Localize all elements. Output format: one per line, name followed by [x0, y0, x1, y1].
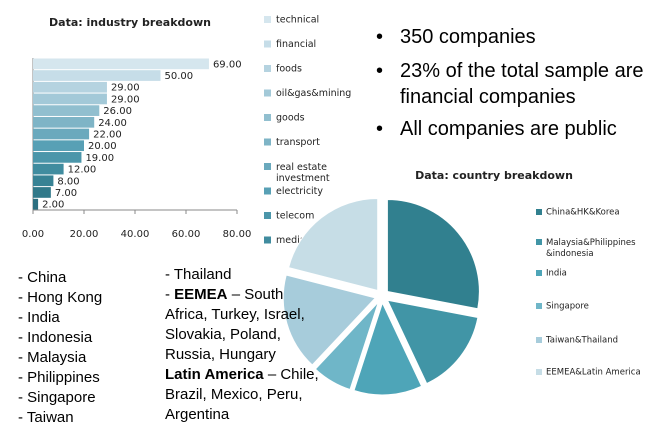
region-list: - Thailand - EEMEA – South Africa, Turkey…: [165, 265, 320, 425]
bullet: 23% of the total sample are financial co…: [372, 58, 654, 110]
bar: [33, 58, 209, 70]
legend-label: EEMEA&Latin America: [546, 368, 641, 378]
legend-swatch: [264, 16, 271, 23]
legend-swatch: [536, 337, 542, 343]
legend-label: electricity: [276, 186, 323, 197]
bar: [33, 128, 90, 140]
legend-label: media: [276, 235, 306, 246]
bar: [33, 116, 95, 128]
legend-label: India: [546, 269, 567, 279]
region: - India: [18, 309, 60, 326]
legend-label: financial: [276, 39, 316, 50]
value-label: 20.00: [88, 141, 117, 152]
value-label: 69.00: [213, 59, 242, 70]
legend-label: goods: [276, 113, 305, 124]
legend-label: real estate investment: [276, 162, 330, 184]
region: - EEMEA – South Africa, Turkey, Israel, …: [165, 285, 320, 365]
legend-swatch: [264, 138, 271, 146]
legend-swatch: [536, 369, 542, 375]
value-label: 2.00: [42, 200, 64, 211]
x-tick-label: 20.00: [70, 229, 99, 240]
value-label: 50.00: [165, 71, 194, 82]
pie-slice: [386, 199, 480, 310]
legend-swatch: [264, 212, 271, 219]
region-list: - China - Hong Kong - India - Indonesia - Ma…: [18, 268, 158, 428]
legend-swatch: [264, 163, 271, 170]
bar: [33, 105, 100, 116]
legend-label: Singapore: [546, 302, 589, 312]
region: - Hong Kong: [18, 289, 103, 306]
x-tick-label: 0.00: [22, 229, 44, 240]
legend-label: China&HK&Korea: [546, 208, 620, 218]
legend-label: Malaysia&Philippines &indonesia: [546, 238, 636, 259]
region-text: - Thailand: [165, 266, 232, 283]
pie-slice: [353, 301, 423, 396]
legend-swatch: [536, 239, 542, 245]
bar: [33, 163, 64, 175]
legend-swatch: [536, 303, 542, 309]
region: - Thailand: [165, 265, 320, 285]
bullet: All companies are public: [372, 116, 654, 142]
x-tick-label: 80.00: [223, 229, 252, 240]
region: - Taiwan: [18, 409, 74, 426]
value-label: 7.00: [55, 188, 77, 199]
legend-swatch: [536, 209, 542, 215]
bar: [33, 187, 51, 198]
legend-swatch: [264, 114, 271, 121]
legend-label: foods: [276, 64, 302, 75]
region-bold: EEMEA: [174, 286, 228, 303]
x-tick-label: 40.00: [121, 229, 150, 240]
legend-swatch: [264, 236, 271, 244]
value-label: 24.00: [98, 118, 127, 129]
bar: [33, 81, 107, 93]
legend-label: technical: [276, 15, 319, 26]
region: Latin America – Chile, Brazil, Mexico, P…: [165, 365, 320, 425]
legend-label: telecom: [276, 211, 314, 222]
value-label: 29.00: [111, 94, 140, 105]
region: - Philippines: [18, 369, 100, 386]
bar: [33, 93, 107, 105]
legend-swatch: [536, 270, 542, 276]
pie-slice: [282, 274, 377, 366]
value-label: 8.00: [57, 176, 79, 187]
bar: [33, 175, 54, 187]
bar: [33, 140, 84, 152]
value-label: 26.00: [103, 106, 132, 117]
region-text: – Chile, Brazil, Mexico, Peru, Argentina: [165, 366, 319, 423]
pie-slice: [287, 197, 379, 292]
value-label: 22.00: [93, 130, 122, 141]
region-text: – South Africa, Turkey, Israel, Slovakia…: [165, 286, 305, 363]
region: - Malaysia: [18, 349, 87, 366]
pie-slice: [386, 299, 479, 385]
region-bold: Latin America: [165, 366, 264, 383]
prefix: -: [165, 286, 170, 303]
bar: [33, 198, 39, 210]
value-label: 19.00: [85, 153, 114, 164]
x-tick-label: 60.00: [172, 229, 201, 240]
bullet: 350 companies: [372, 24, 654, 50]
legend-swatch: [264, 40, 271, 48]
legend-label: oil&gas&mining: [276, 88, 351, 99]
legend-swatch: [264, 65, 271, 72]
bar-title: Data: industry breakdown: [49, 16, 211, 29]
region: - Indonesia: [18, 329, 93, 346]
region: - China: [18, 269, 67, 286]
pie-title: Data: country breakdown: [415, 169, 573, 182]
region: - Singapore: [18, 389, 96, 406]
value-label: 29.00: [111, 83, 140, 94]
legend-swatch: [264, 89, 271, 97]
legend-label: Taiwan&Thailand: [545, 336, 618, 346]
bar: [33, 70, 161, 81]
value-label: 12.00: [68, 165, 97, 176]
pie-slice: [314, 301, 379, 391]
bar: [33, 152, 82, 163]
legend-label: transport: [276, 137, 320, 148]
legend-swatch: [264, 187, 271, 195]
